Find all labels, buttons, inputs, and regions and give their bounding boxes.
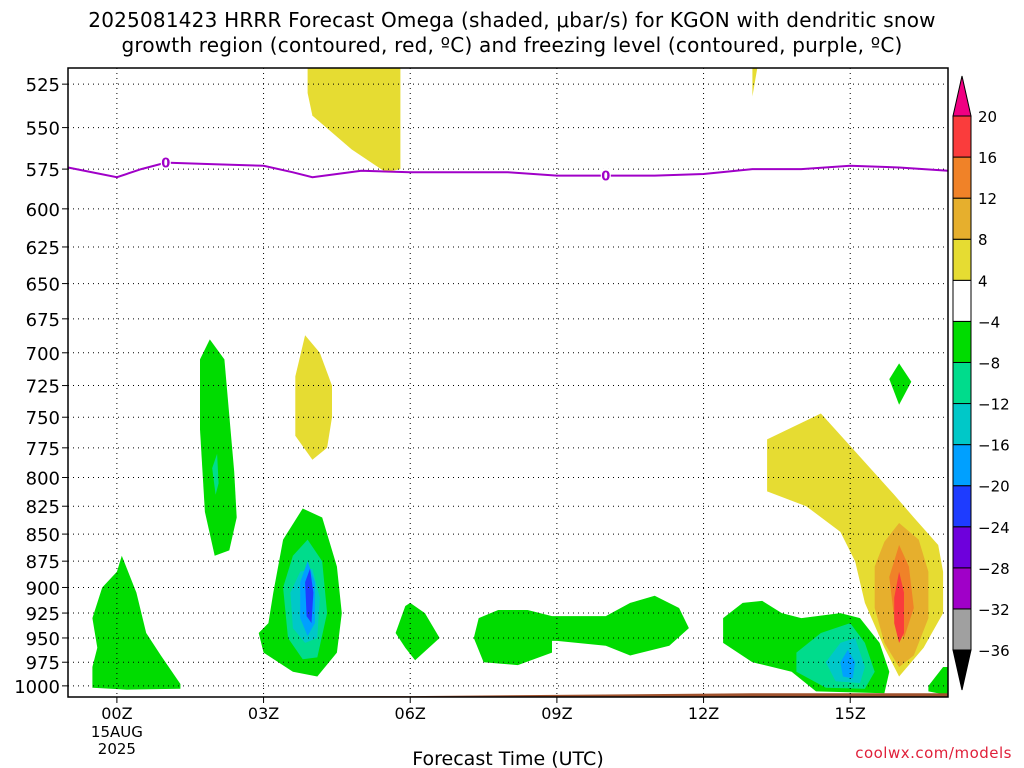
grid: [68, 68, 948, 697]
y-tick-label-600: 600: [26, 200, 60, 221]
colorbar-min-arrow: [952, 649, 972, 691]
omega-region-13: [305, 568, 314, 624]
omega-shading: [68, 68, 948, 697]
colorbar-max-arrow: [952, 75, 972, 117]
colorbar-bin-7: [952, 320, 972, 363]
colorbar-bin-9: [952, 238, 972, 281]
colorbar-bin-4: [952, 444, 972, 487]
y-tick-label-700: 700: [26, 344, 60, 365]
y-tick-label-525: 525: [26, 75, 60, 96]
omega-region-0: [307, 68, 401, 173]
omega-region-2: [295, 335, 332, 460]
colorbar-label-5: −16: [978, 437, 1010, 455]
y-tick-label-675: 675: [26, 310, 60, 331]
colorbar-bin-8: [952, 279, 972, 322]
colorbar-label-8: −4: [978, 313, 1000, 331]
colorbar-label-3: −24: [978, 519, 1010, 537]
omega-region-14: [92, 555, 181, 690]
omega-region-15: [395, 602, 440, 661]
omega-region-16: [473, 595, 689, 666]
y-tick-label-550: 550: [26, 119, 60, 140]
colorbar-label-9: 4: [978, 272, 988, 290]
freezing-label-bg-1: [600, 168, 611, 182]
colorbar-bin-11: [952, 156, 972, 199]
y-tick-label-775: 775: [26, 439, 60, 460]
y-tick-label-750: 750: [26, 408, 60, 429]
colorbar-label-12: 16: [978, 149, 997, 167]
colorbar-bin-3: [952, 485, 972, 528]
freezing-level-label-1: 0: [601, 170, 610, 185]
colorbar-label-4: −20: [978, 478, 1010, 496]
colorbar-label-11: 12: [978, 190, 997, 208]
colorbar: −36 −32 −28 −24 −20 −16 −12 −8 −4 4 8 12 16 20: [952, 75, 1010, 691]
y-axis: 525 550 575 600 625 650 675 700 725 750 775 800 825 8…: [14, 75, 68, 698]
y-tick-label-625: 625: [26, 238, 60, 259]
chart-title-line-1: 2025081423 HRRR Forecast Omega (shaded, …: [88, 8, 936, 32]
x-tick-label-3: 03Z: [248, 704, 279, 723]
x-tick-label-9: 09Z: [541, 704, 572, 723]
chart-title-line-2: growth region (contoured, red, ºC) and f…: [121, 33, 903, 57]
y-tick-label-975: 975: [26, 653, 60, 674]
y-tick-label-725: 725: [26, 377, 60, 398]
colorbar-bin-5: [952, 403, 972, 446]
colorbar-bin-12: [952, 115, 972, 158]
colorbar-label-13: 20: [978, 108, 997, 126]
colorbar-label-0: −36: [978, 642, 1010, 660]
watermark: coolwx.com/models: [855, 744, 1012, 762]
x-axis-title: Forecast Time (UTC): [412, 748, 603, 768]
y-tick-label-900: 900: [26, 578, 60, 599]
colorbar-bin-1: [952, 567, 972, 610]
y-tick-label-875: 875: [26, 552, 60, 573]
freezing-level-label-0: 0: [161, 157, 170, 172]
y-tick-label-575: 575: [26, 160, 60, 181]
y-tick-label-825: 825: [26, 497, 60, 518]
colorbar-label-10: 8: [978, 231, 988, 249]
y-tick-label-950: 950: [26, 629, 60, 650]
omega-region-20: [840, 649, 856, 679]
colorbar-bin-0: [952, 608, 972, 651]
x-tick-label-0: 00Z: [101, 704, 132, 723]
colorbar-label-6: −12: [978, 396, 1010, 414]
colorbar-bin-6: [952, 361, 972, 405]
y-tick-label-1000: 1000: [14, 677, 60, 698]
y-tick-label-925: 925: [26, 604, 60, 625]
omega-region-22: [928, 667, 948, 696]
freezing-level-line: [67, 161, 949, 179]
x-tick-sublabel-0-0: 15AUG: [91, 723, 143, 741]
x-tick-sublabel-0-1: 2025: [98, 740, 136, 758]
y-tick-label-850: 850: [26, 525, 60, 546]
omega-region-1: [752, 68, 758, 97]
y-tick-label-650: 650: [26, 275, 60, 296]
x-tick-label-15: 15Z: [835, 704, 866, 723]
plot-frame: [67, 67, 949, 698]
y-tick-label-800: 800: [26, 468, 60, 489]
colorbar-label-2: −28: [978, 560, 1010, 578]
freezing-label-bg-0: [160, 155, 171, 169]
omega-region-21: [889, 363, 912, 405]
omega-region-8: [212, 453, 219, 495]
colorbar-bin-10: [952, 197, 972, 240]
colorbar-label-1: −32: [978, 601, 1010, 619]
x-tick-label-6: 06Z: [395, 704, 426, 723]
colorbar-bin-2: [952, 526, 972, 569]
terrain-surface: [68, 693, 948, 697]
x-tick-label-12: 12Z: [688, 704, 719, 723]
omega-region-6: [894, 571, 904, 643]
colorbar-label-7: −8: [978, 354, 1000, 372]
